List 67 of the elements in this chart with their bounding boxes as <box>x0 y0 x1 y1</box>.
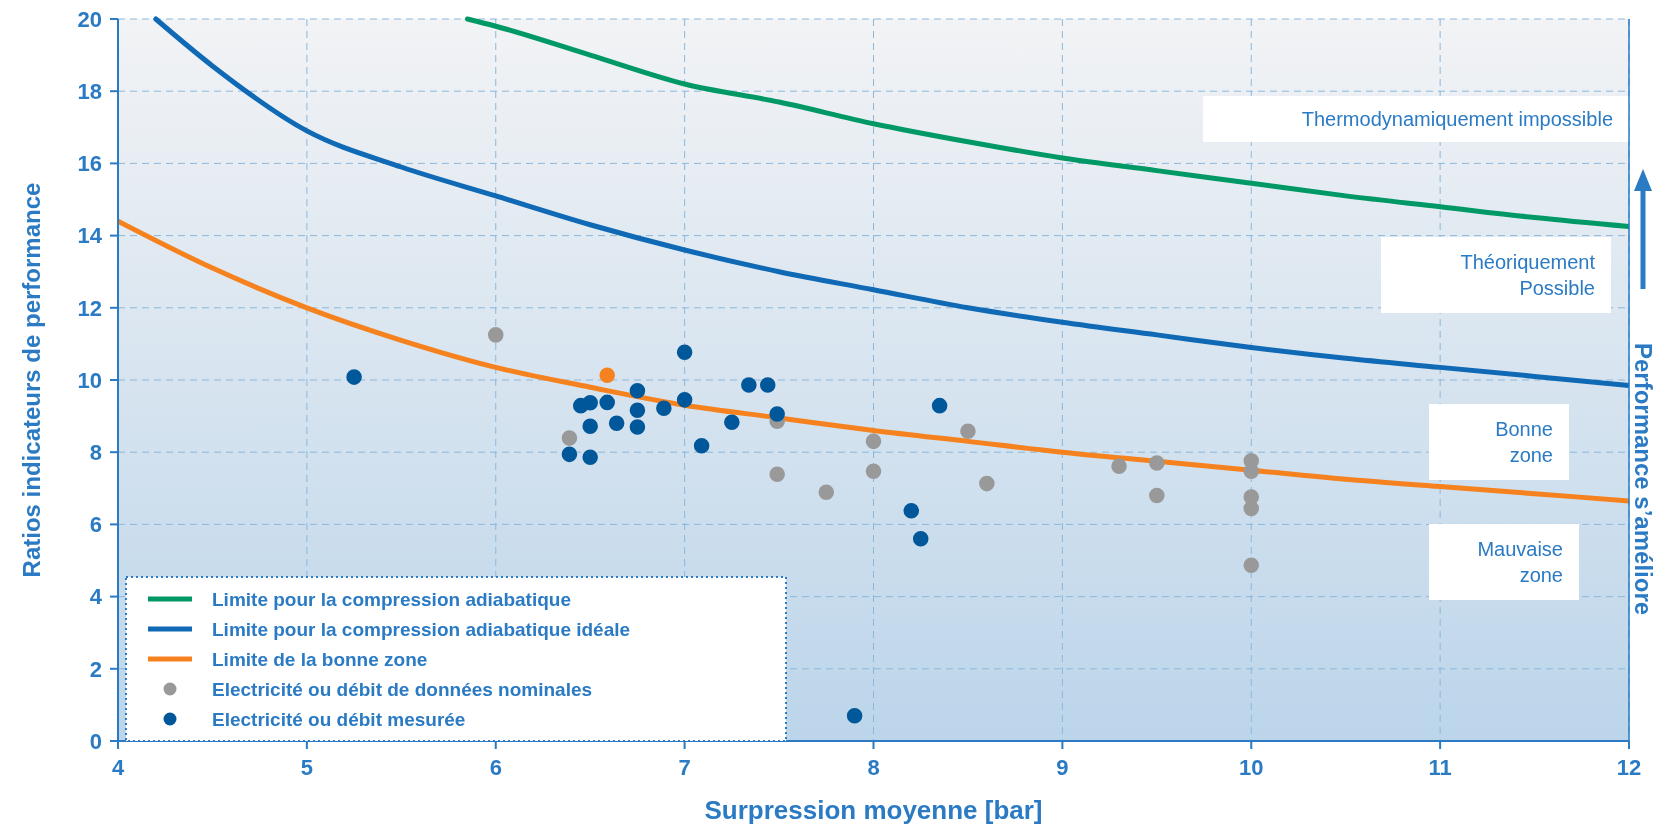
point <box>582 418 598 434</box>
point <box>865 463 882 480</box>
y-tick-label: 10 <box>77 367 102 393</box>
y-tick-label: 6 <box>89 512 102 538</box>
point <box>1149 487 1165 504</box>
y-tick-label: 12 <box>77 295 102 321</box>
legend-label: Limite pour la compression adiabatique <box>212 588 571 610</box>
annotation: Mauvaise zone <box>1477 538 1563 586</box>
point <box>582 394 598 411</box>
legend-label: Electricité ou débit mesurée <box>212 708 466 730</box>
point <box>769 466 785 482</box>
point <box>960 423 976 440</box>
y-tick-label: 14 <box>77 223 103 249</box>
point <box>903 502 920 519</box>
point <box>656 400 672 416</box>
point <box>1111 458 1127 475</box>
point <box>561 446 578 463</box>
point <box>599 394 615 411</box>
point <box>759 377 776 393</box>
x-tick-label: 8 <box>867 755 880 780</box>
point <box>979 475 995 492</box>
y-axis-title: Ratios indicateurs de performance <box>18 182 45 578</box>
point <box>741 377 757 393</box>
x-tick-label: 7 <box>678 755 691 780</box>
legend-label: Electricité ou débit de données nominales <box>212 678 593 700</box>
point <box>1149 455 1165 471</box>
annotation: Thermodynamiquement impossible <box>1301 108 1613 130</box>
point <box>693 437 710 454</box>
x-tick-label: 11 <box>1428 755 1452 780</box>
point <box>1243 557 1260 573</box>
point <box>846 707 863 724</box>
point <box>561 430 578 446</box>
point <box>629 402 646 419</box>
y-tick-label: 4 <box>89 584 103 610</box>
x-tick-label: 10 <box>1239 755 1264 780</box>
point <box>346 369 362 385</box>
x-tick-label: 9 <box>1056 755 1069 780</box>
legend-label: Limite de la bonne zone <box>212 648 428 670</box>
point <box>818 484 835 501</box>
point <box>865 433 882 450</box>
point <box>599 367 615 384</box>
x-axis-title: Surpression moyenne [bar] <box>704 795 1043 825</box>
y-tick-label: 0 <box>89 728 102 754</box>
point <box>487 327 504 343</box>
text: Performance s’améliore <box>1629 342 1657 616</box>
y-tick-label: 18 <box>77 78 102 104</box>
point <box>931 397 948 414</box>
y-tick-label: 20 <box>77 6 102 32</box>
x-tick-label: 6 <box>489 755 502 780</box>
point <box>582 449 598 466</box>
y-tick-label: 16 <box>77 151 102 177</box>
annotation: Théoriquement Possible <box>1460 251 1596 299</box>
x-tick-label: 12 <box>1616 755 1642 780</box>
annotation: Bonne zone <box>1495 418 1553 466</box>
legend-label: Limite pour la compression adiabatique idéale <box>212 618 631 640</box>
point <box>608 415 625 432</box>
point <box>676 344 693 360</box>
point <box>769 406 785 422</box>
x-tick-label: 4 <box>111 755 125 780</box>
y-tick-label: 2 <box>89 656 102 682</box>
y-tick-label: 8 <box>89 439 102 465</box>
point <box>629 383 646 399</box>
x-tick-label: 5 <box>300 755 313 780</box>
point <box>629 419 646 435</box>
point <box>676 392 693 408</box>
point <box>724 414 740 430</box>
point <box>912 531 929 547</box>
